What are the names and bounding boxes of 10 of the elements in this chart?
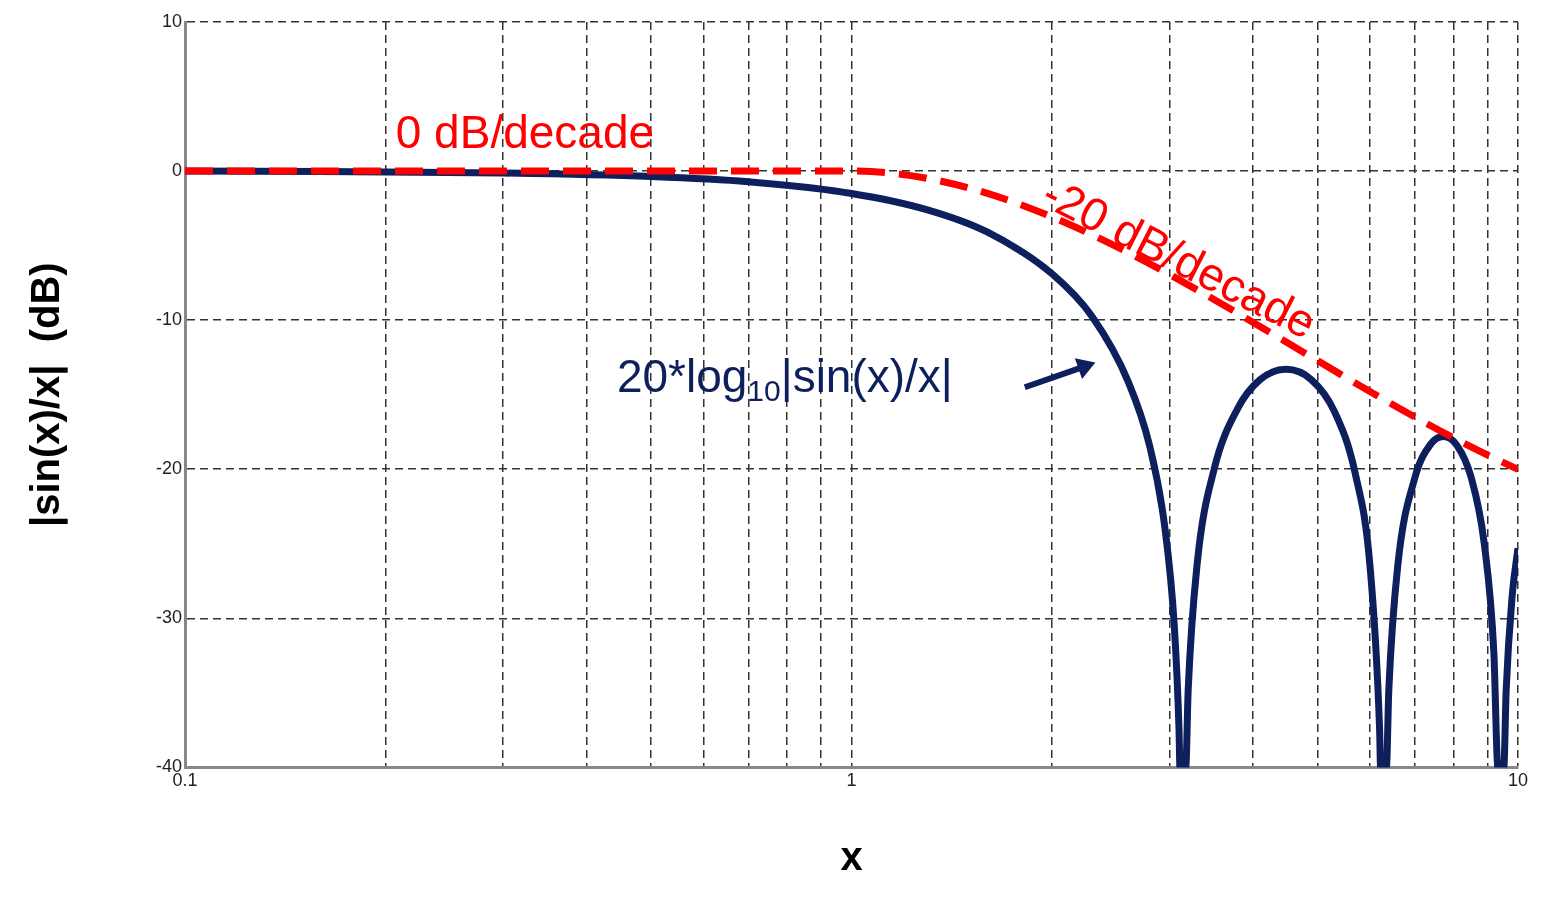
y-tick-label: -10 — [155, 309, 182, 330]
x-tick-label: 10 — [1507, 770, 1529, 791]
y-tick-label: 10 — [161, 10, 182, 31]
x-axis-title: x — [840, 834, 863, 879]
annotation: 0 dB/decade — [395, 105, 655, 158]
y-tick-label: 0 — [171, 160, 182, 181]
x-tick-label: 1 — [846, 770, 857, 791]
y-tick-label: -20 — [155, 458, 182, 479]
y-tick-label: -30 — [155, 607, 182, 628]
y-axis-title: |sin(x)/x| (dB) — [23, 262, 69, 527]
